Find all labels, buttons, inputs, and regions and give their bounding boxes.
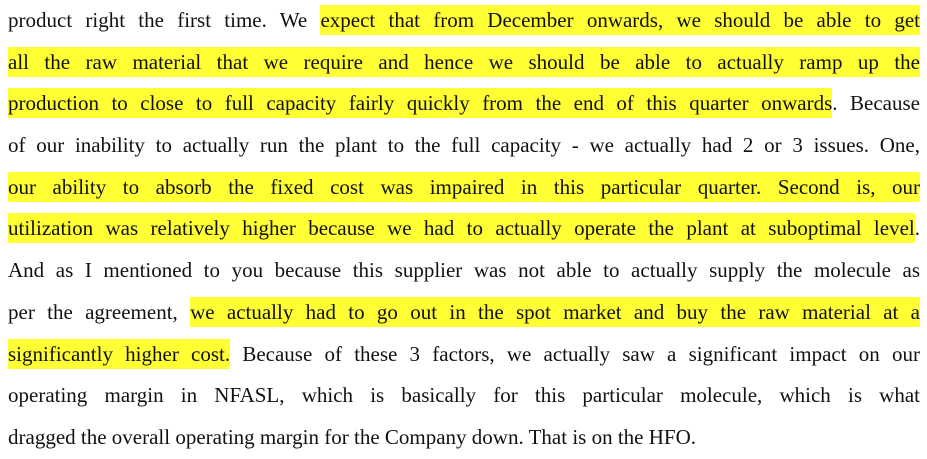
text: . Because <box>832 91 920 116</box>
text-line: dragged the overall operating margin for… <box>8 417 920 459</box>
document: product right the first time. We expect … <box>8 0 920 459</box>
text-line: product right the first time. We expect … <box>8 0 920 42</box>
text-line: all the raw material that we require and… <box>8 42 920 84</box>
highlighted-text: production to close to full capacity fai… <box>8 88 833 119</box>
text: Because of these 3 factors, we actually … <box>230 341 920 366</box>
text-line: production to close to full capacity fai… <box>8 83 920 125</box>
text-line: And as I mentioned to you because this s… <box>8 250 920 292</box>
text: . <box>914 216 920 241</box>
text: of our inability to actually run the pla… <box>8 133 920 158</box>
text: dragged the overall operating margin for… <box>8 424 696 449</box>
highlighted-text: utilization was relatively higher becaus… <box>8 213 915 244</box>
text-line: of our inability to actually run the pla… <box>8 125 920 167</box>
text-line: operating margin in NFASL, which is basi… <box>8 375 920 417</box>
text: And as I mentioned to you because this s… <box>8 258 920 283</box>
highlighted-text: we actually had to go out in the spot ma… <box>190 296 920 327</box>
text-line: per the agreement, we actually had to go… <box>8 292 920 334</box>
text-line: utilization was relatively higher becaus… <box>8 208 920 250</box>
text: per the agreement, <box>8 299 191 324</box>
highlighted-text: our ability to absorb the fixed cost was… <box>8 171 920 202</box>
highlighted-text: expect that from December onwards, we sh… <box>320 5 920 35</box>
text: operating margin in NFASL, which is basi… <box>8 383 920 408</box>
highlighted-text: all the raw material that we require and… <box>8 46 920 77</box>
text-line: significantly higher cost. Because of th… <box>8 334 920 376</box>
highlighted-text: significantly higher cost. <box>8 338 231 369</box>
text: product right the first time. We <box>8 8 321 32</box>
text-line: our ability to absorb the fixed cost was… <box>8 167 920 209</box>
